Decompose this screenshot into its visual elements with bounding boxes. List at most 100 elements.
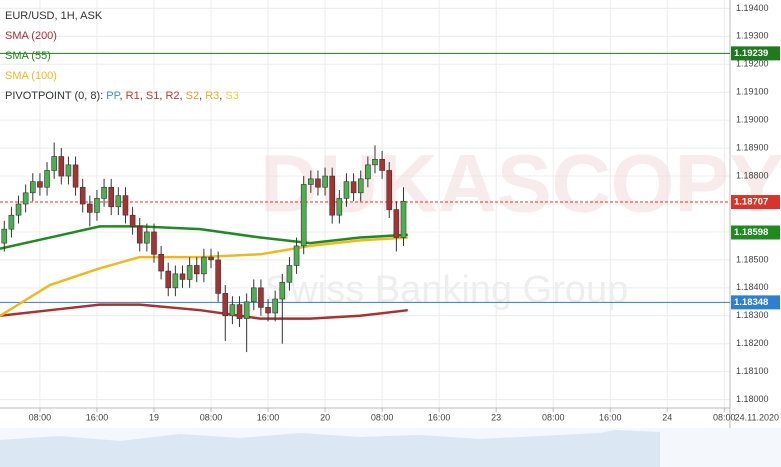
legend-pivot: PIVOTPOINT (0, 8): PP, R1, S1, R2, S2, R… (5, 86, 239, 106)
y-tick-label: 1.18900 (736, 142, 769, 152)
x-tick-label: 16:00 (599, 412, 622, 422)
legend-pivot-prefix: PIVOTPOINT (0, 8): (5, 90, 104, 102)
candle-body (243, 301, 250, 319)
y-tick-label: 1.19400 (736, 3, 769, 13)
price-tag (731, 195, 780, 210)
legend-separator: , (119, 90, 123, 102)
candle-body (250, 287, 257, 303)
legend-separator: , (139, 90, 143, 102)
candle-body (372, 158, 378, 166)
x-tick-label: 08:00 (713, 412, 736, 422)
candle-body (272, 298, 278, 314)
candle-body (165, 270, 172, 289)
candle-body (65, 164, 72, 177)
candle-body (393, 209, 400, 238)
candle-body (279, 281, 286, 300)
x-tick-label: 23 (491, 412, 501, 422)
date-label: 24.11.2020 (735, 412, 779, 422)
candle-body (108, 186, 115, 208)
price-tag-label: 1.19239 (734, 48, 768, 59)
y-tick-label: 1.19100 (736, 87, 769, 97)
y-tick-label: 1.19300 (736, 31, 769, 41)
y-tick-label: 1.18000 (736, 394, 769, 404)
price-tag (731, 46, 780, 61)
sma-line (0, 236, 408, 317)
price-tag-label: 1.18707 (734, 197, 768, 208)
candle-body (15, 203, 22, 216)
legend-item: SMA (55) (5, 50, 51, 62)
candle-body (79, 186, 86, 205)
candle-body (179, 273, 186, 280)
price-tag (731, 295, 780, 310)
candle-body (365, 164, 371, 180)
x-tick-label: 24 (662, 412, 672, 422)
y-tick-label: 1.19000 (736, 115, 769, 125)
candle-body (315, 178, 321, 188)
legend-pivot-item: R3 (205, 90, 220, 102)
candle-body (29, 181, 36, 194)
x-tick-label: 08:00 (542, 412, 565, 422)
legend-pivot-item: R1 (125, 90, 140, 102)
candle-body (72, 164, 79, 188)
candle-body (1, 228, 8, 244)
candle-body (336, 198, 343, 216)
price-tag (731, 225, 780, 240)
legend-separator: , (199, 90, 203, 102)
sma-line (0, 225, 408, 250)
candle-body (172, 273, 179, 289)
candle-body (329, 175, 336, 216)
candle-body (136, 226, 143, 244)
price-tag-label: 1.18598 (734, 227, 768, 238)
price-tag-label: 1.18348 (734, 297, 768, 308)
x-tick-label: 16:00 (86, 412, 109, 422)
candle-body (22, 192, 29, 205)
y-tick-label: 1.18400 (736, 282, 769, 292)
candle-body (208, 256, 214, 261)
legend-separator: , (159, 90, 163, 102)
legend-pivot-item: R2 (165, 90, 180, 102)
candle-body (258, 287, 264, 308)
candle-body (94, 198, 100, 213)
candle-body (293, 245, 300, 266)
y-tick-label: 1.18200 (736, 338, 769, 348)
legend-item: SMA (100) (5, 70, 57, 82)
candle-body (151, 231, 157, 255)
candle-body (343, 181, 350, 199)
candle-body (8, 214, 15, 230)
sma-line (0, 303, 408, 320)
x-tick-label: 16:00 (257, 412, 280, 422)
y-tick-label: 1.18100 (736, 366, 769, 376)
candle-body (144, 231, 150, 244)
candle-body (308, 178, 314, 185)
candle-body (286, 265, 293, 283)
candle-body (357, 178, 364, 194)
candle-body (115, 195, 122, 208)
x-tick-label: 08:00 (371, 412, 394, 422)
legend-separator: , (219, 90, 223, 102)
candle-body (122, 195, 129, 216)
candle-body (101, 186, 107, 199)
x-tick-label: 08:00 (29, 412, 52, 422)
legend-pivot-item: PP (106, 90, 120, 102)
candle-body (300, 184, 307, 247)
candle-body (158, 254, 164, 272)
x-tick-label: 20 (320, 412, 330, 422)
legend-pivot-item: S2 (185, 90, 200, 102)
candle-body (51, 156, 57, 171)
candle-body (201, 256, 207, 275)
legend: EUR/USD, 1H, ASK SMA (200) SMA (55) SMA (1… (5, 6, 239, 106)
candle-body (265, 307, 271, 314)
x-tick-label: 16:00 (428, 412, 451, 422)
legend-title: EUR/USD, 1H, ASK (5, 10, 103, 22)
candle-body (87, 203, 93, 213)
candle-body (322, 175, 328, 188)
y-tick-label: 1.18300 (736, 310, 769, 320)
y-tick-label: 1.18500 (736, 254, 769, 264)
watermark-subtitle: Swiss Banking Group (265, 269, 628, 311)
legend-item: SMA (200) (5, 30, 57, 42)
candle-body (37, 181, 43, 188)
candle-body (386, 170, 393, 210)
candle-body (129, 214, 136, 227)
legend-separator: , (179, 90, 183, 102)
